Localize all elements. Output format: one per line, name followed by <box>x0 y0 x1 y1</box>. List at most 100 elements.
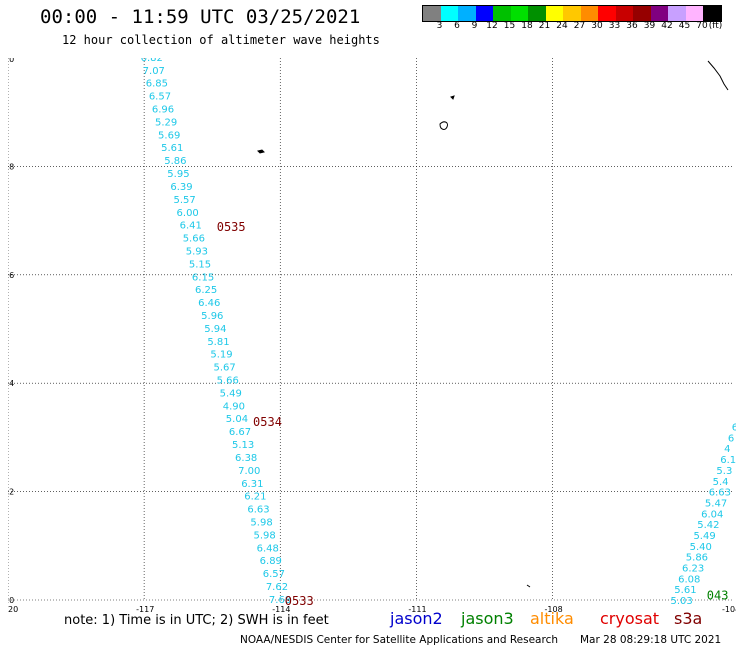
units-note: note: 1) Time is in UTC; 2) SWH is in fe… <box>64 613 329 628</box>
swh-value: 5.47 <box>705 498 727 509</box>
swh-track-1: 6.82 7.07 6.85 6.57 6.965.29 5.69 5.61 5.86 5.95… <box>141 58 292 606</box>
island-clarion <box>439 121 448 130</box>
satellite-legend-jason2: jason2 <box>390 609 443 628</box>
swh-value: 5.66 <box>217 376 239 387</box>
swh-value: 6.38 <box>235 453 257 464</box>
swh-value: 6.39 <box>170 182 192 193</box>
satellite-legend-s3a: s3a <box>674 609 703 628</box>
colorbar-tick-label: 39 <box>643 21 656 31</box>
pass-time-label: 0535 <box>217 220 246 234</box>
page-subtitle: 12 hour collection of altimeter wave hei… <box>62 33 380 47</box>
swh-value: 5.49 <box>220 388 242 399</box>
colorbar-tick-label: 70 <box>696 21 708 31</box>
lat-tick-label: 12 <box>8 488 14 497</box>
swh-value: 6.67 <box>229 427 251 438</box>
page-title: 00:00 - 11:59 UTC 03/25/2021 <box>40 6 361 28</box>
swh-value: 6.23 <box>682 563 704 574</box>
lat-tick-label: 18 <box>8 162 14 171</box>
colorbar-swatch <box>633 6 651 21</box>
time-labels: 0535 0534 0533 043 <box>217 220 729 608</box>
colorbar-tick-label: 18 <box>521 21 533 31</box>
swh-value: 5.81 <box>207 337 229 348</box>
swh-value: 5.42 <box>697 520 719 531</box>
colorbar-swatch <box>650 6 668 21</box>
colorbar-tick-label: 33 <box>608 21 621 31</box>
swh-value: 6.63 <box>247 505 269 516</box>
colorbar-swatch <box>458 6 476 21</box>
swh-value: 7.00 <box>238 466 260 477</box>
swh-value: 5.67 <box>213 363 235 374</box>
lat-tick-label: 20 <box>8 58 14 64</box>
colorbar-swatch <box>598 6 616 21</box>
swh-value: 6 <box>732 423 736 434</box>
swh-value: 6.00 <box>177 208 199 219</box>
swh-value: 5.61 <box>674 585 696 596</box>
lon-tick-label: -108 <box>545 605 563 613</box>
lat-tick-label: 16 <box>8 271 14 280</box>
colorbar-swatch <box>563 6 581 21</box>
swh-value: 5.4 <box>713 477 729 488</box>
colorbar-swatch <box>440 6 458 21</box>
colorbar-tick-label: 9 <box>471 21 478 31</box>
map-grid <box>8 58 734 601</box>
swh-value: 6.41 <box>180 221 202 232</box>
lon-tick-label: -104 <box>722 605 736 613</box>
swh-value: 5.66 <box>183 234 205 245</box>
swh-value: 4 <box>724 444 730 455</box>
swh-value: 6.57 <box>149 92 171 103</box>
coastline-baja <box>707 60 729 91</box>
swh-value: 5.95 <box>167 169 189 180</box>
pass-time-label: 0533 <box>285 594 314 608</box>
swh-value: 6.96 <box>152 105 174 116</box>
lon-tick-label: -111 <box>408 605 426 613</box>
swh-value: 6.1 <box>720 455 736 466</box>
colorbar-legend <box>422 5 722 22</box>
swh-value: 5.94 <box>204 324 226 335</box>
swh-value: 7.62 <box>266 582 288 593</box>
footer-credit: NOAA/NESDIS Center for Satellite Applica… <box>240 634 558 646</box>
swh-value: 6.04 <box>701 509 723 520</box>
swh-value: 6.31 <box>241 479 263 490</box>
swh-value: 5.3 <box>716 466 732 477</box>
colorbar-tick-label: 6 <box>454 21 460 31</box>
swh-value: 5.19 <box>210 350 232 361</box>
swh-value: 5.49 <box>693 531 715 542</box>
swh-value: 6.85 <box>146 79 168 90</box>
swh-value: 5.96 <box>201 311 223 322</box>
swh-value: 5.93 <box>186 246 208 257</box>
swh-value: 5.15 <box>189 259 211 270</box>
colorbar-swatch <box>580 6 598 21</box>
swh-value: 6.82 <box>141 58 163 64</box>
axis-labels: 20 18 16 14 12 10-120 -117 -114 -111 -108 -104 <box>8 58 736 613</box>
colorbar-tick-label: 27 <box>573 21 586 31</box>
swh-value: 6.25 <box>195 285 217 296</box>
colorbar-tick-label: 12 <box>486 21 498 31</box>
swh-value: 6.63 <box>709 488 731 499</box>
satellite-legend-altika: altika <box>530 609 574 628</box>
swh-value: 5.13 <box>232 440 254 451</box>
colorbar-swatch <box>703 6 721 21</box>
swh-value: 6.57 <box>263 569 285 580</box>
colorbar-tick-label: 15 <box>503 21 516 31</box>
colorbar-swatch <box>510 6 528 21</box>
swh-value: 5.98 <box>250 517 272 528</box>
swh-value: 6 <box>728 433 734 444</box>
pass-time-label: 043 <box>707 589 729 603</box>
swh-value: 5.86 <box>164 156 186 167</box>
swh-value: 5.29 <box>155 117 177 128</box>
colorbar-labels: 3 6 9 12 15 18 21 24 27 30 33 36 39 42 45 70 (ft) <box>422 21 740 33</box>
swh-value: 6.89 <box>260 556 282 567</box>
swh-value: 7.07 <box>143 66 165 77</box>
colorbar-swatch <box>528 6 546 21</box>
swh-value: 6.48 <box>257 543 279 554</box>
colorbar-swatch <box>668 6 686 21</box>
colorbar-tick-label: 42 <box>661 21 673 31</box>
swh-value: 6.21 <box>244 492 266 503</box>
colorbar-tick-label: 21 <box>538 21 551 31</box>
swh-value: 7.68 <box>269 595 291 606</box>
satellite-legend-cryosat: cryosat <box>600 609 660 628</box>
swh-value: 5.86 <box>686 553 708 564</box>
swh-value: 5.69 <box>158 130 180 141</box>
lat-tick-label: 10 <box>8 596 14 605</box>
lon-tick-label: -120 <box>8 605 18 613</box>
